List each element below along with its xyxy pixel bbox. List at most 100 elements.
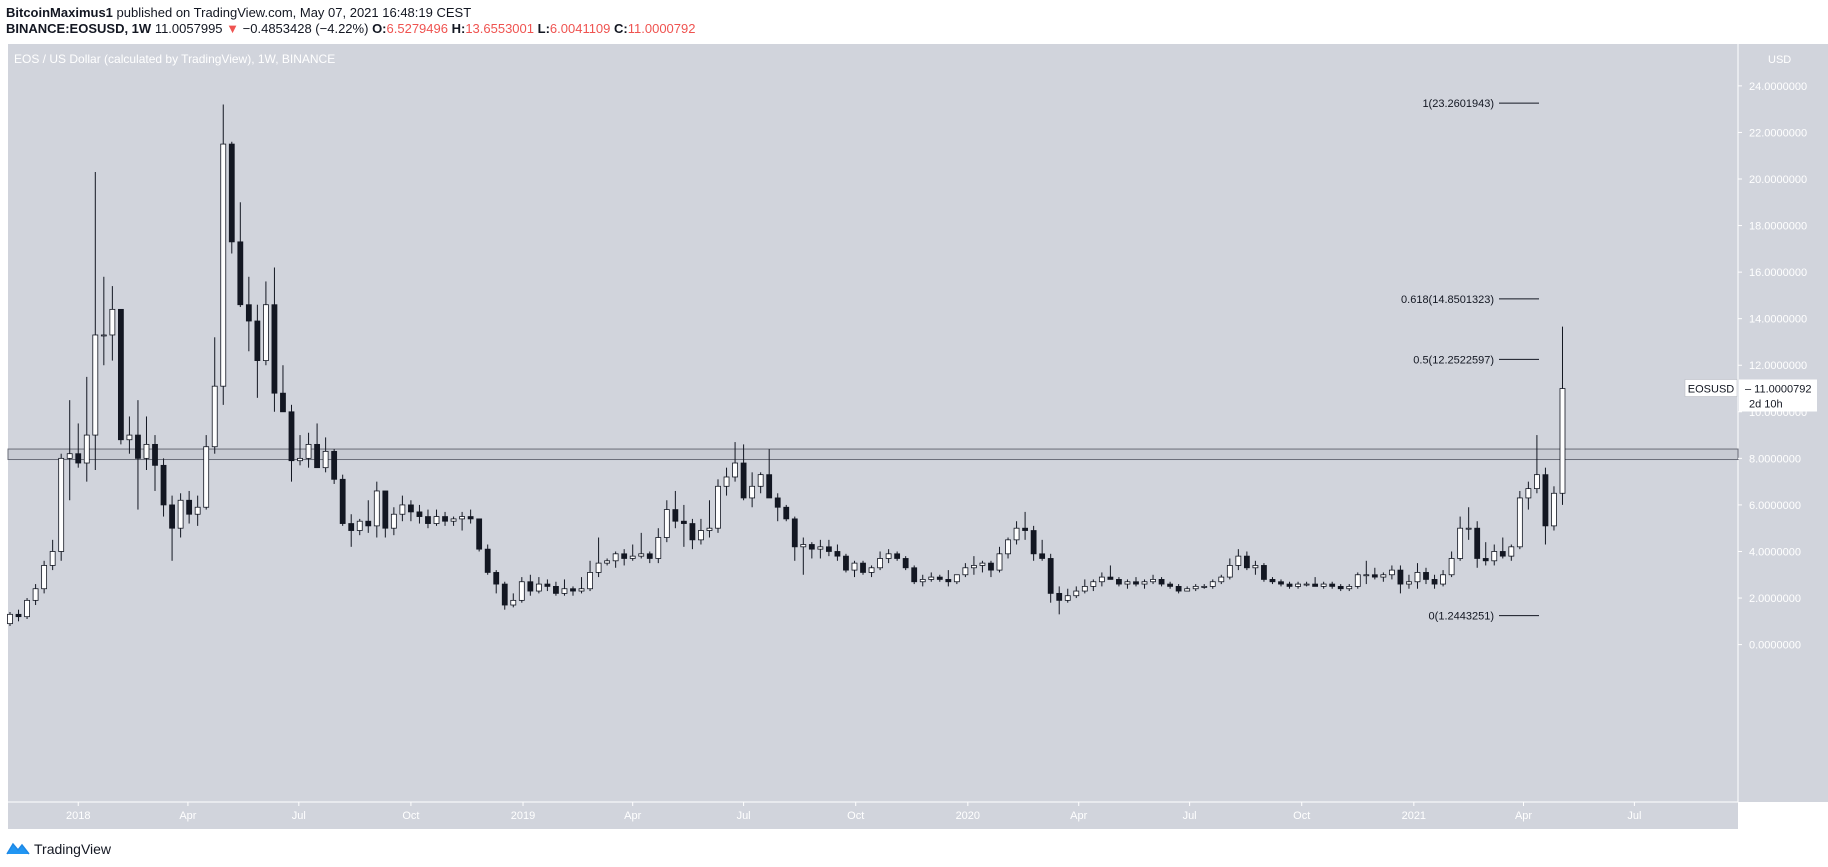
candle [408,500,414,522]
candle-body [1005,539,1011,555]
candle [510,593,517,608]
candle [1320,581,1327,589]
last-price-marker: EOSUSD – 11.0000792 2d 10h [1684,379,1817,412]
chart-area[interactable]: EOS / US Dollar (calculated by TradingVi… [0,44,1828,832]
candle [75,423,82,468]
candle-body [322,450,329,469]
candle-body [919,579,926,583]
candle [646,551,653,564]
candle-body [1175,586,1182,592]
candle-body [527,581,534,592]
candle [194,495,201,526]
candle [390,507,397,536]
candle-body [373,490,380,527]
candle [527,574,534,596]
candle-body [1013,527,1020,541]
candle-body [894,553,901,559]
candle-body [740,462,747,499]
candle-body [1056,592,1063,601]
candle [450,516,457,526]
candle [1559,326,1566,505]
last-price-box [1739,379,1817,412]
candle-body [1312,583,1319,587]
candle [1491,544,1498,566]
symbol-tag: EOSUSD [1688,384,1735,396]
candle-body [450,518,457,522]
candle-body [314,443,320,469]
candlestick-chart[interactable]: EOS / US Dollar (calculated by TradingVi… [0,44,1828,832]
down-arrow-icon: ▼ [226,21,240,36]
candle [1116,577,1122,587]
fib-label: 0.5(12.2522597) [1413,354,1494,366]
candle [305,432,312,468]
candle [663,500,670,543]
candle [92,172,99,470]
y-tick-label: 8.0000000 [1749,453,1801,465]
candle-body [75,453,82,464]
candle-body [851,562,858,571]
candle-body [902,558,909,569]
candle [425,509,431,529]
candle-body [245,304,252,322]
candle-body [1354,574,1361,587]
candle-body [1431,579,1438,585]
candle [416,504,423,524]
candle [1218,574,1225,585]
candle-body [416,511,423,517]
candle-body [399,504,406,515]
candle [143,416,150,470]
candle [24,598,30,619]
candle [1235,549,1242,571]
candle-body [15,613,22,618]
candle-body [100,334,107,337]
candle-body [442,516,448,522]
candle-body [988,562,994,571]
candle-body [109,308,116,336]
candle [1346,584,1353,592]
candle-body [663,509,670,538]
plot-pane[interactable] [8,44,1738,802]
candle [860,560,866,575]
fib-label: 1(23.2601943) [1422,98,1494,110]
x-tick-label: Apr [179,810,196,822]
candle [570,586,576,596]
candle-body [578,588,585,592]
candle [169,495,175,561]
candle [501,581,508,610]
candle [322,437,329,473]
candle [783,504,790,522]
candle-body [501,583,508,606]
tradingview-logo-icon[interactable] [6,839,30,857]
candle-body [92,334,99,436]
candle [135,400,141,510]
fib-retracement[interactable]: 1(23.2601943) 0.618(14.8501323) 0.5(12.252… [1401,98,1539,623]
candle-body [49,551,56,566]
price-axis[interactable] [1738,44,1828,802]
candle [612,551,619,568]
candle-body [911,567,918,583]
candle [723,467,730,496]
candle [83,376,90,482]
candle [15,609,22,622]
candle-body [766,474,773,499]
candle-body [1150,579,1156,583]
candle [672,490,679,529]
tradingview-brand[interactable]: TradingView [34,841,112,857]
candle [1150,574,1156,585]
candle [1209,579,1216,589]
author-name[interactable]: BitcoinMaximus1 [6,5,113,20]
candle [263,281,269,366]
candle [1013,521,1020,545]
candle-body [288,411,295,462]
candle-body [1167,583,1174,587]
candle [331,449,338,484]
currency-label: USD [1768,54,1791,66]
time-axis[interactable] [8,802,1738,829]
candle-body [1090,581,1097,587]
candle [604,558,611,566]
candle-body [885,553,892,559]
candle [843,553,849,573]
candle [297,435,303,466]
x-tick-label: Jul [737,810,751,822]
candle-body [945,579,952,583]
